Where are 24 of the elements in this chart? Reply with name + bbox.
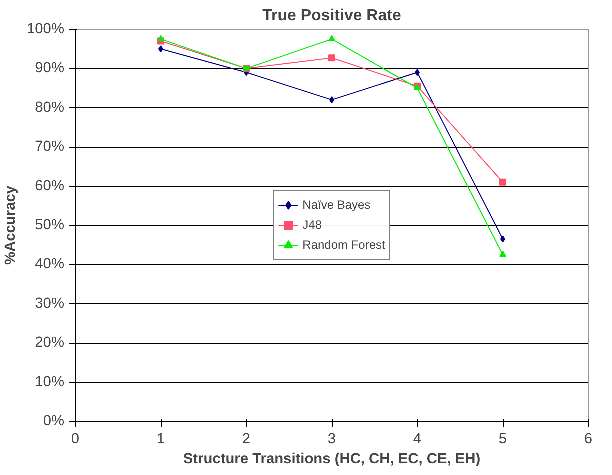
y-tick-label: 80%: [35, 100, 65, 116]
x-tick-label: 6: [584, 432, 593, 448]
y-tick-label: 100%: [27, 22, 65, 38]
x-axis-title: Structure Transitions (HC, CH, EC, CE, EH): [183, 452, 481, 468]
y-tick-label: 70%: [35, 139, 65, 156]
y-tick-label: 60%: [35, 178, 65, 194]
y-tick-label: 40%: [35, 256, 65, 273]
x-tick-label: 0: [71, 432, 80, 448]
y-tick-label: 0%: [43, 414, 65, 430]
y-tick-label: 20%: [35, 335, 65, 352]
x-tick-label: 4: [413, 432, 422, 448]
x-tick-label: 3: [328, 432, 336, 448]
y-tick-label: 90%: [35, 60, 65, 77]
y-tick-label: 30%: [35, 296, 65, 312]
legend-label: Random Forest: [302, 238, 386, 252]
y-tick-label: 50%: [35, 218, 65, 234]
x-tick-label: 1: [156, 432, 166, 448]
legend-label: J48: [302, 218, 323, 232]
y-axis-title: %Accuracy: [3, 185, 20, 266]
legend-label: Naïve Bayes: [302, 198, 371, 212]
x-tick-label: 2: [242, 432, 251, 448]
y-tick-label: 10%: [35, 374, 65, 390]
x-tick-label: 5: [498, 432, 508, 448]
chart-title: True Positive Rate: [262, 8, 402, 24]
